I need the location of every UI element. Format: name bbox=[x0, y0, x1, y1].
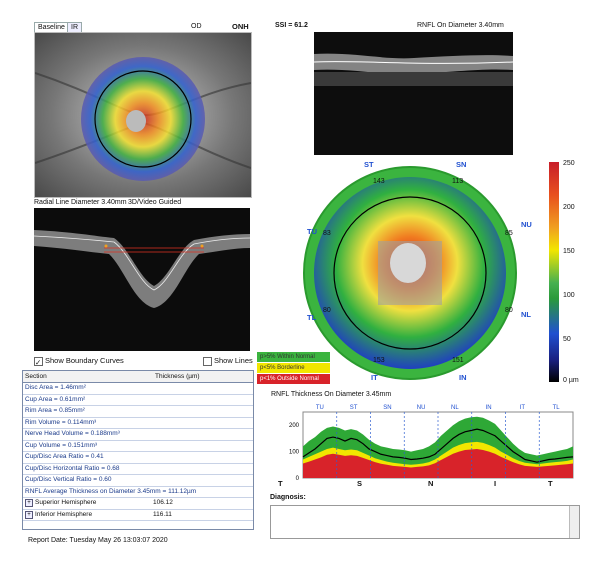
fundus-panel[interactable] bbox=[34, 32, 252, 198]
col-section-header: Section bbox=[25, 373, 47, 380]
table-row: Cup/Disc Horizontal Ratio = 0.68 bbox=[23, 464, 253, 475]
sector-sn-label: SN bbox=[456, 160, 467, 169]
checkbox-icon bbox=[203, 356, 212, 366]
scale-tick: 150 bbox=[563, 248, 575, 255]
sector-tu-label: TU bbox=[307, 227, 317, 236]
ssi-label: SSI = 61.2 bbox=[275, 22, 308, 29]
sector-label: NL bbox=[451, 405, 459, 411]
rnfl-bscan bbox=[313, 32, 514, 155]
table-row: Rim Volume = 0.114mm³ bbox=[23, 418, 253, 429]
sector-label: TL bbox=[553, 405, 561, 411]
diagnosis-scrollbar[interactable] bbox=[569, 506, 579, 538]
table-row: RNFL Average Thickness on Diameter 3.45m… bbox=[23, 487, 253, 498]
outside-band bbox=[303, 448, 573, 478]
sector-label: SN bbox=[383, 405, 391, 411]
table-row: Nerve Head Volume = 0.188mm³ bbox=[23, 429, 253, 441]
table-row: Cup Volume = 0.151mm³ bbox=[23, 441, 253, 452]
legend-borderline: p<5% Borderline bbox=[257, 363, 330, 373]
radial-title: Radial Line Diameter 3.40mm bbox=[34, 199, 127, 206]
thickness-map bbox=[300, 163, 530, 383]
patient-line bbox=[302, 428, 574, 463]
sector-it-label: IT bbox=[371, 373, 378, 382]
eye-label: OD bbox=[191, 23, 202, 30]
show-boundary-label: Show Boundary Curves bbox=[45, 356, 124, 365]
sector-label: IN bbox=[486, 405, 492, 411]
show-lines-label: Show Lines bbox=[214, 356, 253, 365]
legend-within-normal: p>5% Within Normal bbox=[257, 352, 330, 362]
sector-nl-value: 80 bbox=[505, 307, 513, 314]
table-row: Rim Area = 0.85mm² bbox=[23, 406, 253, 418]
sector-nu-value: 85 bbox=[505, 230, 513, 237]
sector-label: NU bbox=[417, 405, 426, 411]
diagnosis-label: Diagnosis: bbox=[270, 494, 306, 501]
y-tick-label: 100 bbox=[289, 450, 300, 456]
chart-title: RNFL Thickness On Diameter 3.45mm bbox=[271, 391, 392, 398]
sector-sn-value: 113 bbox=[452, 178, 464, 185]
sector-nu-label: NU bbox=[521, 220, 532, 229]
table-row: Cup Area = 0.61mm² bbox=[23, 395, 253, 406]
table-row: Cup/Disc Vertical Ratio = 0.60 bbox=[23, 475, 253, 487]
tsnit-xlabels: T S N I T bbox=[278, 479, 568, 489]
sector-label: IT bbox=[520, 405, 526, 411]
table-row-inferior[interactable]: + Inferior Hemisphere 116.11 bbox=[23, 510, 253, 521]
sector-label: TU bbox=[316, 405, 324, 411]
y-tick-label: 0 bbox=[296, 476, 300, 482]
scale-tick: 0 µm bbox=[563, 377, 579, 384]
expand-icon[interactable]: + bbox=[25, 510, 33, 519]
color-scale-bar bbox=[549, 162, 559, 382]
expand-icon[interactable]: + bbox=[25, 499, 33, 507]
sector-in-label: IN bbox=[459, 373, 467, 382]
sector-in-value: 151 bbox=[452, 357, 464, 364]
guided-label: 3D/Video Guided bbox=[128, 199, 182, 206]
table-row-superior[interactable]: + Superior Hemisphere 106.12 bbox=[23, 498, 253, 510]
scale-tick: 50 bbox=[563, 336, 571, 343]
show-lines-checkbox[interactable]: Show Lines bbox=[203, 356, 253, 366]
table-row: Cup/Disc Area Ratio = 0.41 bbox=[23, 452, 253, 464]
x-label: S bbox=[357, 479, 363, 488]
col-thickness-header: Thickness (µm) bbox=[155, 373, 200, 380]
radial-bscan bbox=[33, 208, 251, 351]
x-label: N bbox=[428, 479, 434, 488]
x-label: T bbox=[548, 479, 553, 488]
legend-outside-normal: p<1% Outside Normal bbox=[257, 374, 330, 384]
report-date: Report Date: Tuesday May 26 13:03:07 202… bbox=[28, 537, 168, 544]
scan-type: ONH bbox=[232, 22, 249, 31]
diagnosis-textarea[interactable] bbox=[270, 505, 580, 539]
scale-tick: 250 bbox=[563, 160, 575, 167]
checkbox-icon: ✓ bbox=[34, 356, 43, 367]
x-label: I bbox=[494, 479, 497, 488]
y-tick-label: 200 bbox=[289, 423, 300, 429]
scale-tick: 200 bbox=[563, 204, 575, 211]
sector-tu-value: 83 bbox=[323, 230, 331, 237]
tsnit-chart: TU ST SN NU NL IN IT TL 200 100 0 bbox=[273, 400, 579, 490]
tab-ir[interactable]: IR bbox=[67, 22, 82, 33]
scale-tick: 100 bbox=[563, 292, 575, 299]
fundus-image bbox=[35, 33, 251, 197]
sector-tl-label: TL bbox=[307, 313, 317, 322]
sector-st-label: ST bbox=[364, 160, 374, 169]
parameters-table: Section Thickness (µm) Disc Area = 1.46m… bbox=[22, 370, 254, 530]
table-row: Disc Area = 1.46mm² bbox=[23, 383, 253, 395]
x-label: T bbox=[278, 479, 283, 488]
sector-label: ST bbox=[350, 405, 358, 411]
sector-st-value: 143 bbox=[373, 178, 385, 185]
show-boundary-checkbox[interactable]: ✓ Show Boundary Curves bbox=[34, 356, 124, 367]
sector-tl-value: 80 bbox=[323, 307, 331, 314]
sector-nl-label: NL bbox=[521, 310, 531, 319]
bscan-title: RNFL On Diameter 3.40mm bbox=[417, 22, 504, 29]
sector-it-value: 153 bbox=[373, 357, 385, 364]
